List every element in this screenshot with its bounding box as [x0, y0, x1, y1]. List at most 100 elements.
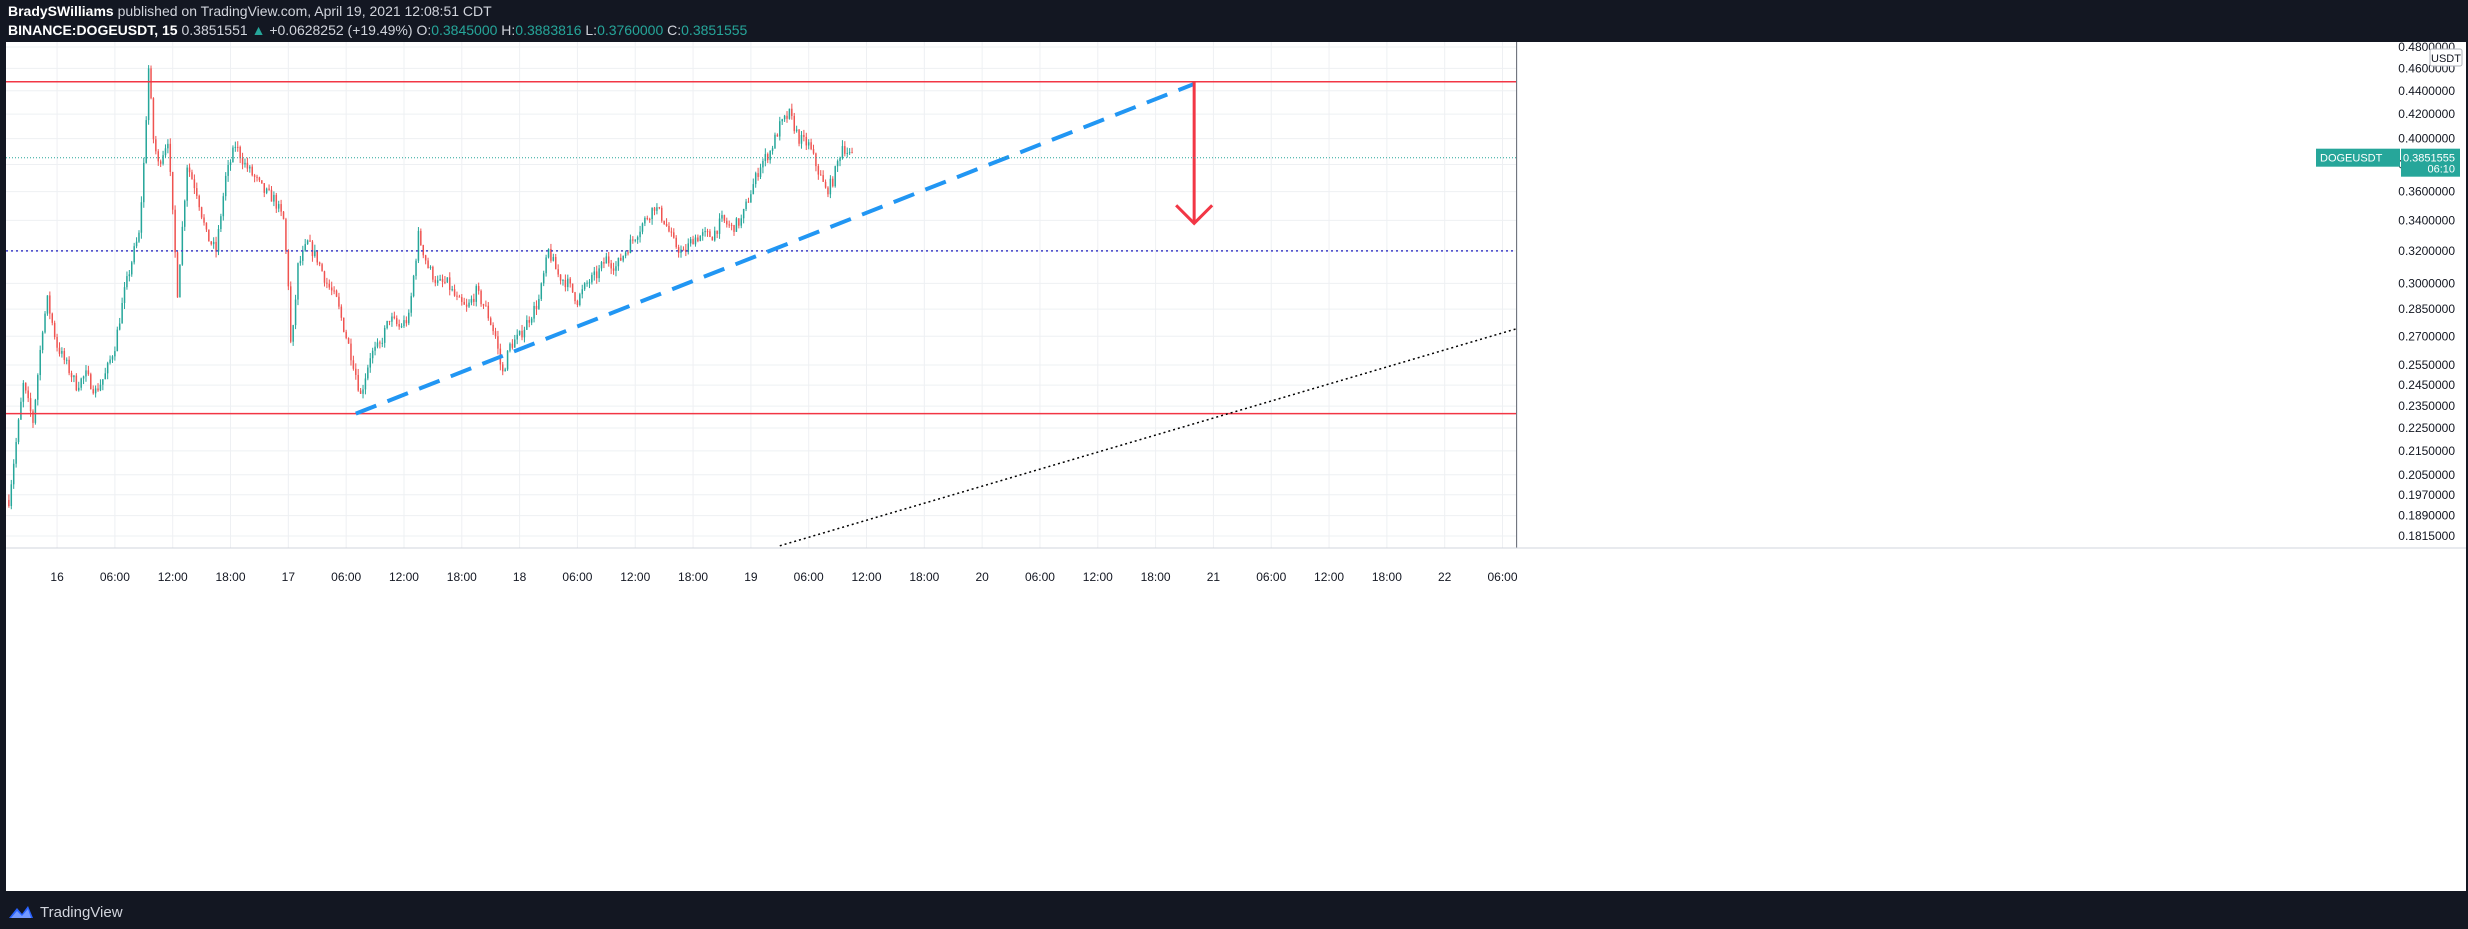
candle-body	[22, 382, 25, 402]
candle-body	[15, 442, 17, 464]
candle-body	[555, 256, 557, 270]
candle-body	[706, 231, 709, 233]
candle-body	[586, 282, 588, 284]
candle-body	[819, 174, 822, 176]
candle-body	[620, 257, 622, 261]
brand-label: TradingView	[40, 903, 123, 921]
candle-body	[164, 148, 167, 156]
currency-label: USDT	[2431, 53, 2461, 65]
price-chart[interactable]: 0.48000000.46000000.44000000.42000000.40…	[0, 0, 2468, 893]
tradingview-logo[interactable]: TradingView	[8, 902, 123, 922]
trendline-dashed	[355, 82, 1195, 416]
candle-body	[800, 135, 803, 144]
candle-body	[87, 370, 90, 375]
candle-body	[511, 343, 514, 348]
candle-body	[275, 194, 278, 209]
candle-body	[181, 226, 184, 265]
candle-body	[726, 220, 728, 225]
candle-body	[386, 320, 388, 329]
last-price: 0.3851551	[181, 22, 248, 38]
price-tick-label: 0.1890000	[2398, 509, 2455, 523]
candle-body	[285, 219, 287, 251]
candle-body	[282, 211, 285, 220]
symbol-label[interactable]: BINANCE:DOGEUSDT, 15	[8, 22, 178, 38]
candle-body	[321, 264, 323, 272]
candle-body	[574, 292, 576, 302]
candle-body	[412, 275, 415, 297]
candle-body	[367, 367, 369, 379]
candle-body	[232, 147, 234, 163]
candle-body	[557, 269, 559, 275]
candle-body	[612, 268, 615, 271]
candle-body	[793, 115, 795, 132]
candle-body	[287, 250, 290, 287]
price-tick-label: 0.2850000	[2398, 302, 2455, 316]
candle-body	[723, 215, 726, 221]
candle-body	[90, 374, 92, 390]
high-label: H:	[501, 22, 516, 38]
candle-body	[133, 246, 135, 263]
high-value: 0.3883816	[515, 22, 582, 38]
candle-body	[403, 320, 405, 327]
candle-body	[692, 239, 694, 245]
candle-body	[759, 167, 762, 177]
candle-body	[176, 252, 179, 298]
last-price-symbol: DOGEUSDT	[2320, 153, 2383, 165]
candle-body	[253, 175, 256, 177]
candle-body	[116, 329, 119, 352]
candle-body	[668, 225, 670, 232]
candle-body	[593, 271, 596, 275]
candle-body	[533, 305, 535, 319]
candle-body	[817, 166, 820, 175]
candle-body	[521, 330, 523, 338]
candle-body	[12, 463, 15, 485]
candle-body	[576, 301, 579, 305]
candle-body	[106, 362, 109, 374]
price-tick-label: 0.3600000	[2398, 185, 2455, 199]
candle-body	[663, 220, 665, 225]
candle-body	[200, 207, 203, 218]
candle-body	[44, 313, 46, 333]
candle-body	[8, 499, 10, 506]
candle-body	[104, 373, 107, 380]
candle-body	[420, 230, 422, 246]
candle-body	[622, 255, 624, 261]
candle-body	[362, 389, 364, 394]
candle-body	[424, 255, 427, 261]
candle-body	[29, 398, 32, 412]
candle-body	[492, 324, 494, 332]
candle-body	[456, 295, 458, 297]
candle-body	[494, 331, 497, 337]
candle-body	[489, 318, 492, 325]
candle-body	[198, 195, 200, 208]
time-tick-label: 06:00	[562, 570, 592, 584]
candle-body	[562, 279, 564, 281]
candle-body	[624, 252, 627, 256]
candle-body	[159, 161, 162, 164]
candle-body	[357, 374, 359, 391]
candle-body	[224, 175, 227, 197]
candle-body	[323, 271, 326, 283]
open-label: O:	[416, 22, 432, 38]
candle-body	[17, 419, 20, 443]
candle-body	[405, 320, 408, 324]
candle-body	[343, 317, 345, 332]
candle-body	[781, 119, 783, 122]
candle-body	[470, 298, 473, 303]
candle-body	[99, 384, 102, 391]
candle-body	[249, 166, 251, 169]
time-tick-label: 18:00	[909, 570, 939, 584]
close-value: 0.3851555	[681, 22, 748, 38]
candle-body	[677, 247, 680, 253]
candle-body	[94, 388, 97, 394]
candle-body	[396, 318, 398, 325]
candle-body	[518, 330, 521, 335]
price-tick-label: 0.2150000	[2398, 444, 2455, 458]
candle-body	[783, 115, 786, 120]
candle-body	[333, 290, 335, 292]
author-name[interactable]: BradySWilliams	[8, 3, 114, 19]
candle-body	[184, 200, 186, 227]
time-tick-label: 12:00	[158, 570, 188, 584]
candle-body	[646, 217, 649, 220]
candle-body	[738, 218, 740, 226]
